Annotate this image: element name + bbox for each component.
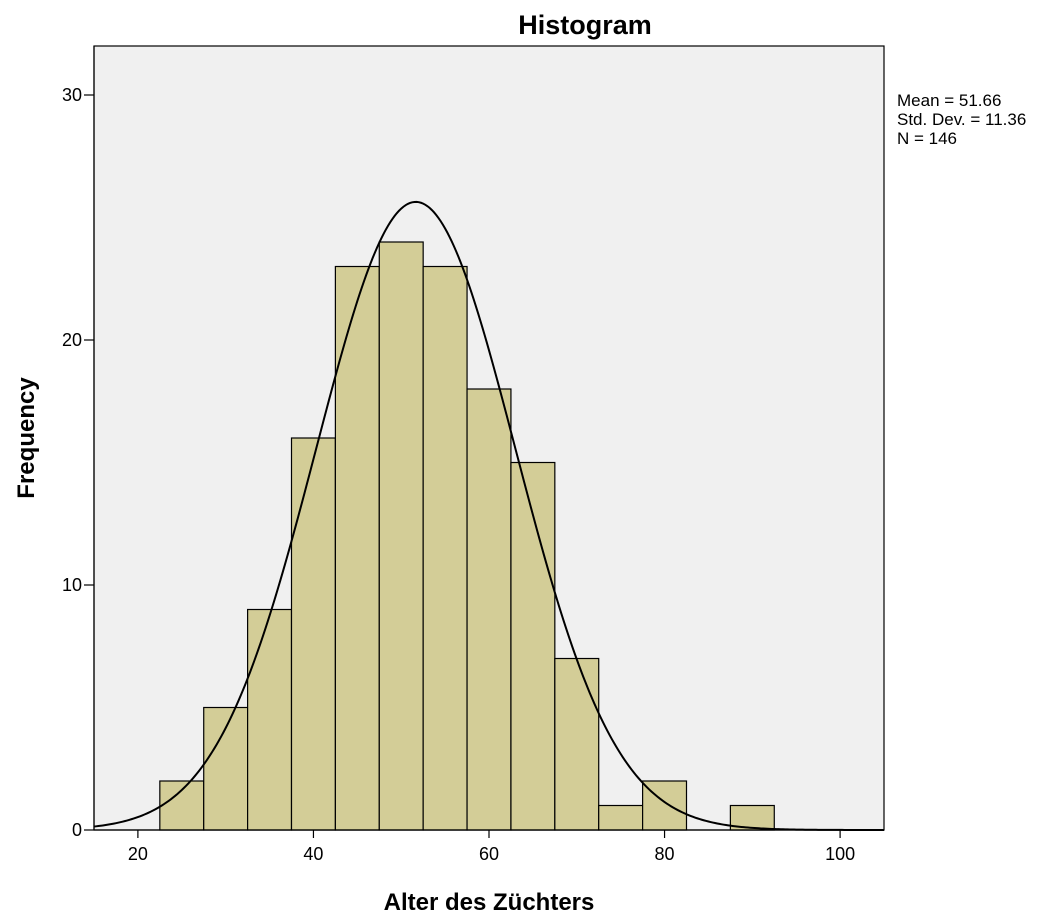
histogram-bar-8	[510, 461, 556, 831]
histogram-bar-7	[466, 388, 512, 831]
x-tick-label-100: 100	[825, 844, 855, 864]
histogram-bar-5	[378, 241, 424, 831]
histogram-bar-9	[554, 657, 600, 831]
n-label: N = 146	[897, 129, 957, 148]
x-axis-label: Alter des Züchters	[384, 889, 595, 916]
chart-title: Histogram	[518, 10, 652, 40]
y-tick-label-30: 30	[62, 85, 82, 105]
histogram-bar-2	[247, 608, 293, 831]
histogram-bar-6	[422, 265, 468, 831]
histogram-bar-10	[598, 804, 644, 831]
mean-label: Mean = 51.66	[897, 91, 1001, 110]
histogram-bar-3	[290, 437, 336, 831]
normal-curve	[93, 200, 884, 831]
histogram-bar-0	[159, 780, 205, 831]
x-tick-label-40: 40	[303, 844, 323, 864]
y-tick-label-0: 0	[72, 820, 82, 840]
std-dev-label: Std. Dev. = 11.36	[897, 110, 1026, 129]
y-tick-label-20: 20	[62, 330, 82, 350]
x-axis-ticks: 20 40 60 80 100	[128, 830, 855, 864]
histogram-bar-4	[334, 265, 380, 831]
summary-statistics: Mean = 51.66 Std. Dev. = 11.36 N = 146	[897, 91, 1026, 148]
histogram-bars	[159, 241, 775, 831]
y-tick-label-10: 10	[62, 575, 82, 595]
y-axis-ticks: 0 10 20 30	[62, 85, 94, 840]
x-tick-label-80: 80	[655, 844, 675, 864]
y-axis-label: Frequency	[13, 377, 40, 499]
x-tick-label-20: 20	[128, 844, 148, 864]
x-tick-label-60: 60	[479, 844, 499, 864]
